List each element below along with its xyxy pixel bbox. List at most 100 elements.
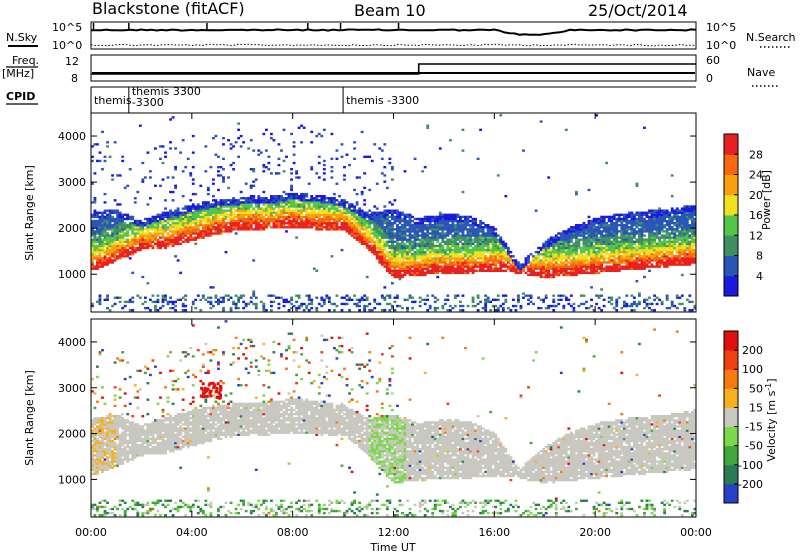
power-cell <box>252 259 256 262</box>
power-cell <box>398 211 402 214</box>
power-cell <box>479 257 483 260</box>
power-cell <box>350 205 354 208</box>
power-cell <box>645 304 649 308</box>
power-cell <box>443 271 447 275</box>
power-cell <box>401 226 404 229</box>
power-cell <box>436 236 440 239</box>
power-cell <box>431 259 435 262</box>
power-cell <box>484 265 488 268</box>
power-cell <box>123 246 127 250</box>
power-cell <box>433 267 437 270</box>
power-cell <box>101 234 104 237</box>
power-cell <box>290 188 293 192</box>
power-cell <box>542 259 546 262</box>
power-cell <box>481 242 485 246</box>
power-cell <box>418 242 422 246</box>
power-cell <box>486 265 490 268</box>
power-cell <box>385 302 389 306</box>
power-cell <box>290 184 293 187</box>
power-cell <box>186 219 190 223</box>
power-cell <box>615 238 619 241</box>
power-cell <box>141 302 145 306</box>
power-cell <box>222 224 225 227</box>
power-cell <box>164 155 167 158</box>
power-cell <box>635 232 639 235</box>
power-cell <box>441 271 445 275</box>
power-cell <box>474 224 477 227</box>
power-cell <box>229 226 233 229</box>
power-cell <box>406 267 409 270</box>
power-cell <box>645 302 649 306</box>
power-cell <box>237 224 241 227</box>
power-cell <box>189 224 193 227</box>
power-cell <box>161 228 165 231</box>
power-cell <box>509 250 513 254</box>
power-cell <box>607 296 611 299</box>
power-cell <box>345 219 349 223</box>
power-cell <box>340 205 344 208</box>
power-cell <box>257 226 261 229</box>
power-cell <box>227 221 230 225</box>
power-cell <box>406 224 409 227</box>
power-cell <box>378 226 382 229</box>
power-cell <box>438 248 442 252</box>
power-cell <box>491 234 495 237</box>
power-cell <box>433 265 437 268</box>
power-cell <box>423 253 427 256</box>
power-cell <box>93 242 97 246</box>
power-cell <box>602 236 606 239</box>
power-cell <box>431 269 435 272</box>
power-cell <box>383 213 387 217</box>
power-cell <box>159 221 162 225</box>
power-cell <box>600 263 604 266</box>
power-cell <box>189 238 193 241</box>
power-cell <box>290 213 293 217</box>
power-cell <box>118 257 122 260</box>
power-cell <box>597 257 601 260</box>
power-cell <box>227 213 230 217</box>
power-cell <box>275 199 278 202</box>
power-cell <box>257 221 261 225</box>
power-cell <box>385 224 389 227</box>
power-cell <box>564 238 568 241</box>
power-cell <box>116 248 120 252</box>
power-cell <box>607 255 611 258</box>
power-cell <box>421 250 425 254</box>
power-cell <box>491 255 495 258</box>
power-cell <box>527 269 530 272</box>
power-cell <box>489 259 493 262</box>
power-cell <box>264 201 268 204</box>
power-cell <box>322 209 326 212</box>
power-cell <box>438 147 442 150</box>
power-cell <box>564 128 568 132</box>
power-cell <box>275 201 278 204</box>
power-cell <box>504 269 508 272</box>
power-cell <box>448 246 452 250</box>
power-cell <box>277 207 281 210</box>
power-cell <box>224 205 228 208</box>
power-cell <box>643 253 646 256</box>
power-cell <box>572 250 576 254</box>
power-cell <box>464 228 467 231</box>
power-cell <box>471 248 475 252</box>
power-cell <box>156 242 160 246</box>
power-cell <box>411 215 414 219</box>
power-cell <box>632 240 636 243</box>
power-cell <box>433 219 437 223</box>
power-cell <box>494 263 498 266</box>
power-cell <box>486 300 490 304</box>
power-cell <box>489 228 493 231</box>
power-cell <box>219 213 223 217</box>
power-cell <box>471 234 475 237</box>
power-cell <box>146 232 150 235</box>
power-cell <box>459 300 462 304</box>
power-cell <box>433 221 437 225</box>
power-cell <box>481 246 485 250</box>
power-cell <box>385 267 389 270</box>
power-cell <box>393 300 397 304</box>
power-cell <box>365 232 369 235</box>
power-cell <box>635 253 639 256</box>
power-cell <box>191 207 195 210</box>
power-cell <box>373 219 377 223</box>
power-cell <box>138 224 142 227</box>
